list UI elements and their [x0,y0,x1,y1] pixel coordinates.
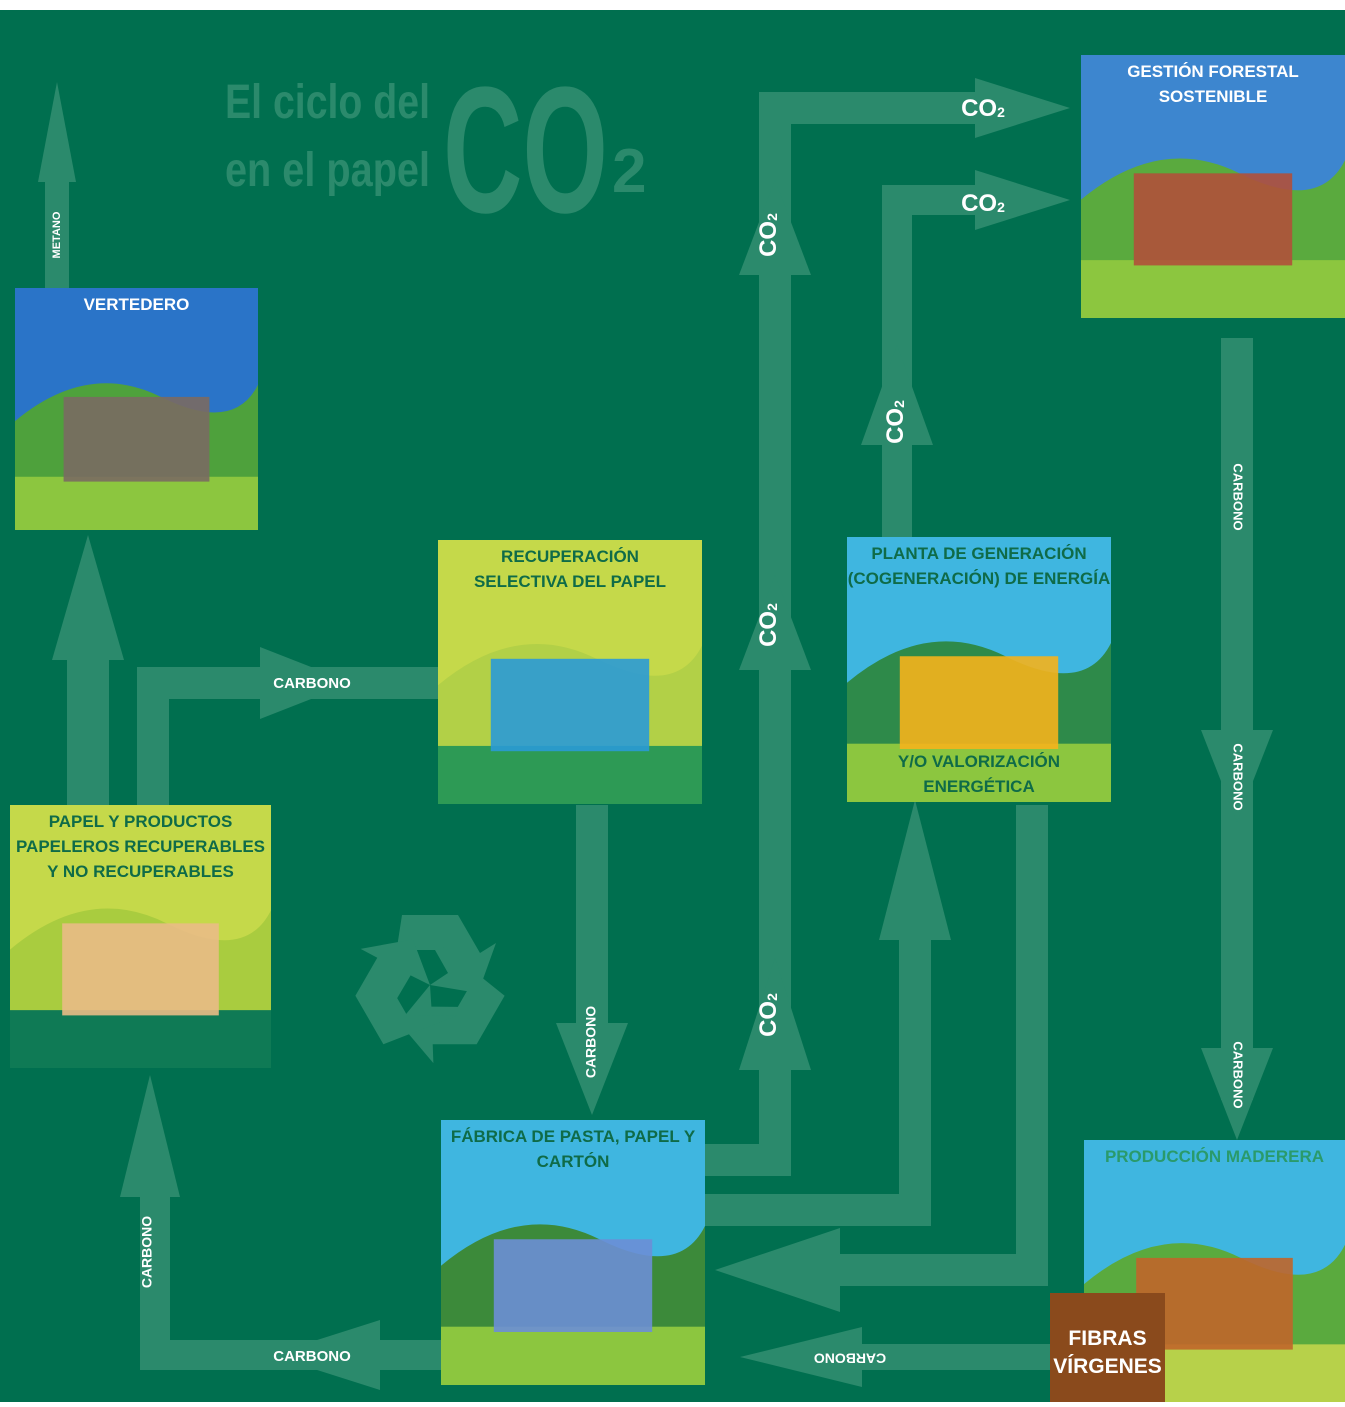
node-subject [491,659,649,751]
node-label: PAPEL Y PRODUCTOS [49,812,233,831]
node-label: FÁBRICA DE PASTA, PAPEL Y [451,1127,696,1146]
node: VERTEDERO [15,288,258,530]
node-ground [15,477,258,530]
title-line: El ciclo del [225,76,430,129]
flow-label: CARBONO [814,1350,886,1366]
node-label: PAPELEROS RECUPERABLES [16,837,265,856]
flow-label: CARBONO [139,1216,155,1288]
co2-text: CO [882,408,909,444]
flow-label: CARBONO [273,1348,351,1365]
node-label: FIBRAS [1068,1327,1146,1350]
node-label: VERTEDERO [84,295,190,314]
node-subject [494,1239,652,1332]
flow-label: CARBONO [1231,1041,1246,1108]
node-subject [64,397,210,482]
node-label: RECUPERACIÓN [501,547,639,566]
flow-label: CARBONO [1231,743,1246,810]
node-ground [10,1010,271,1068]
page: { "title": {"line1": "El ciclo del", "li… [0,0,1345,1402]
co2-text: CO [961,190,997,217]
node-label: Y NO RECUPERABLES [47,862,234,881]
node-label: SOSTENIBLE [1159,87,1268,106]
node-label: PRODUCCIÓN MADERERA [1105,1147,1324,1166]
co2-subscript: 2 [997,104,1005,120]
node-label: (COGENERACIÓN) DE ENERGÍA [848,569,1111,588]
node-label: GESTIÓN FORESTAL [1127,62,1299,81]
co2-text: CO [755,1001,782,1037]
node-label: CARTÓN [537,1152,610,1171]
node-subject [1134,173,1292,265]
node-label: Y/O VALORIZACIÓN [898,752,1060,771]
flow-label: CARBONO [1231,463,1246,530]
flow-label: CARBONO [273,675,351,692]
node-label: PLANTA DE GENERACIÓN [871,544,1086,563]
co2-subscript: 2 [997,199,1005,215]
node: GESTIÓN FORESTAL SOSTENIBLE [1081,55,1345,318]
co2-text: CO [755,611,782,647]
flow-label: CARBONO [583,1006,599,1078]
node: PAPEL Y PRODUCTOS PAPELEROS RECUPERABLES Y… [10,805,271,1068]
node-label: ENERGÉTICA [923,777,1034,796]
diagram: VERTEDERO PAPEL Y PRODUCTOS PAPELEROS RECU… [0,0,1345,1402]
node-ground [438,746,702,804]
node: PLANTA DE GENERACIÓN (COGENERACIÓN) DE EN… [847,537,1111,802]
node: RECUPERACIÓN SELECTIVA DEL PAPEL [438,540,702,804]
co2-subscript: 2 [891,400,907,408]
node-ground [1081,260,1345,318]
node-ground [441,1327,705,1385]
title-subscript: 2 [612,137,646,206]
co2-subscript: 2 [764,603,780,611]
node: FIBRAS VÍRGENES [1050,1293,1165,1402]
node-subject [62,923,219,1015]
co2-subscript: 2 [764,213,780,221]
node-label: SELECTIVA DEL PAPEL [474,572,666,591]
flow-label: METANO [51,211,63,258]
title-line: en el papel [225,144,430,197]
node: FÁBRICA DE PASTA, PAPEL Y CARTÓN [441,1120,705,1385]
node-subject [900,656,1058,749]
co2-text: CO [755,221,782,257]
co2-text: CO [961,95,997,122]
co2-subscript: 2 [764,993,780,1001]
node-label: VÍRGENES [1053,1355,1162,1378]
title-formula: CO [443,50,608,251]
